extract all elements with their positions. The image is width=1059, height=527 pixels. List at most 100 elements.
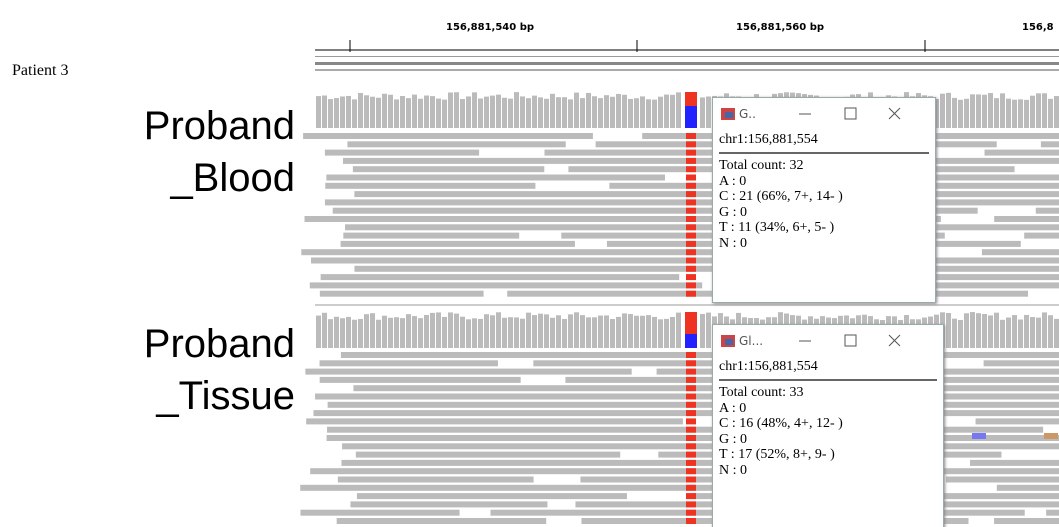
- coverage-bar: [472, 92, 477, 128]
- read-mismatch: [686, 266, 696, 272]
- read-mismatch: [686, 427, 696, 433]
- coverage-bar: [658, 319, 663, 348]
- read-mismatch: [686, 291, 696, 297]
- read: [343, 233, 519, 239]
- coverage-bar: [532, 96, 537, 128]
- coverage-bar: [346, 96, 351, 128]
- variant-coverage: [685, 312, 697, 334]
- read-mismatch: [686, 199, 696, 205]
- coverage-bar: [970, 312, 975, 348]
- coverage-bar: [418, 99, 423, 128]
- read: [320, 377, 521, 383]
- coverage-bar: [1000, 93, 1005, 128]
- track-name: Proband_Blood: [144, 100, 295, 204]
- popup-title: G..: [739, 107, 789, 121]
- ruler-label: 156,8: [1022, 22, 1054, 33]
- coverage-bar: [958, 100, 963, 128]
- maximize-button[interactable]: [845, 335, 856, 346]
- coverage-bar: [346, 317, 351, 348]
- read-mismatch: [686, 402, 696, 408]
- coverage-bar: [604, 315, 609, 348]
- coverage-bar: [1048, 315, 1053, 348]
- coverage-bar: [382, 316, 387, 348]
- coverage-bar: [448, 92, 453, 128]
- coverage-bar: [976, 313, 981, 348]
- read: [303, 133, 593, 139]
- coverage-bar: [520, 96, 525, 128]
- coverage-bar: [478, 98, 483, 128]
- read-mismatch: [686, 224, 696, 230]
- coverage-bar: [412, 95, 417, 128]
- ref-track: [315, 69, 1059, 71]
- coverage-bar: [670, 317, 675, 348]
- coverage-bar: [334, 317, 339, 348]
- coverage-bar: [514, 317, 519, 348]
- popup-line: N : 0: [719, 463, 937, 479]
- close-button[interactable]: [889, 108, 900, 119]
- popup-locus: chr1:156,881,554: [719, 357, 937, 381]
- coverage-bar: [610, 319, 615, 348]
- coverage-bar: [322, 96, 327, 128]
- coverage-bar: [358, 319, 363, 348]
- coverage-bar: [562, 319, 567, 348]
- read-mismatch: [686, 460, 696, 466]
- coverage-bar: [550, 94, 555, 128]
- maximize-button[interactable]: [845, 108, 856, 119]
- coverage-bar: [466, 96, 471, 128]
- coverage-bar: [646, 315, 651, 348]
- read-mismatch: [686, 485, 696, 491]
- coverage-bar: [316, 316, 321, 348]
- coverage-bar: [1006, 318, 1011, 348]
- coverage-bar: [982, 314, 987, 348]
- read: [306, 418, 683, 424]
- coverage-bar: [460, 99, 465, 128]
- coverage-bar: [1042, 93, 1047, 128]
- coverage-bar: [1042, 312, 1047, 348]
- coverage-bar: [538, 314, 543, 348]
- coverage-bar: [994, 313, 999, 348]
- coverage-bar: [334, 98, 339, 128]
- coverage-bar: [358, 93, 363, 128]
- read-mismatch: [686, 208, 696, 214]
- coverage-bar: [586, 317, 591, 348]
- read-mismatch: [686, 166, 696, 172]
- window-controls[interactable]: [789, 331, 909, 351]
- coverage-bar: [634, 98, 639, 128]
- read: [984, 360, 1059, 366]
- coverage-bar: [676, 313, 681, 348]
- coverage-bar: [640, 96, 645, 128]
- popup-titlebar: Gl...: [713, 325, 943, 357]
- coverage-bar: [400, 318, 405, 348]
- window-controls[interactable]: [789, 104, 909, 124]
- coverage-bar: [370, 97, 375, 128]
- read-mismatch: [686, 501, 696, 507]
- coverage-bar: [940, 94, 945, 128]
- icon-shape: [725, 339, 733, 345]
- coverage-bar: [388, 95, 393, 128]
- coverage-bar: [568, 99, 573, 128]
- read-mismatch: [686, 183, 696, 189]
- read: [341, 241, 575, 247]
- close-button[interactable]: [889, 335, 900, 346]
- read-mismatch: [686, 360, 696, 366]
- read: [325, 150, 479, 156]
- popup-line: Total count: 32: [719, 158, 929, 174]
- popup-line: C : 16 (48%, 4+, 12- ): [719, 416, 937, 432]
- track-name-line: Proband: [144, 318, 295, 370]
- popup-line: A : 0: [719, 401, 937, 417]
- coverage-bar: [490, 315, 495, 348]
- app-icon: [713, 104, 739, 124]
- mismatch: [972, 433, 986, 439]
- coverage-bar: [556, 315, 561, 348]
- coverage-bar: [1006, 99, 1011, 128]
- coverage-bar: [574, 312, 579, 348]
- read-mismatch: [686, 418, 696, 424]
- read: [994, 216, 1059, 222]
- mismatch: [1044, 433, 1058, 439]
- coverage-bar: [1018, 99, 1023, 128]
- read: [946, 477, 1059, 483]
- read: [994, 518, 1059, 524]
- read-mismatch: [686, 468, 696, 474]
- read: [321, 274, 680, 280]
